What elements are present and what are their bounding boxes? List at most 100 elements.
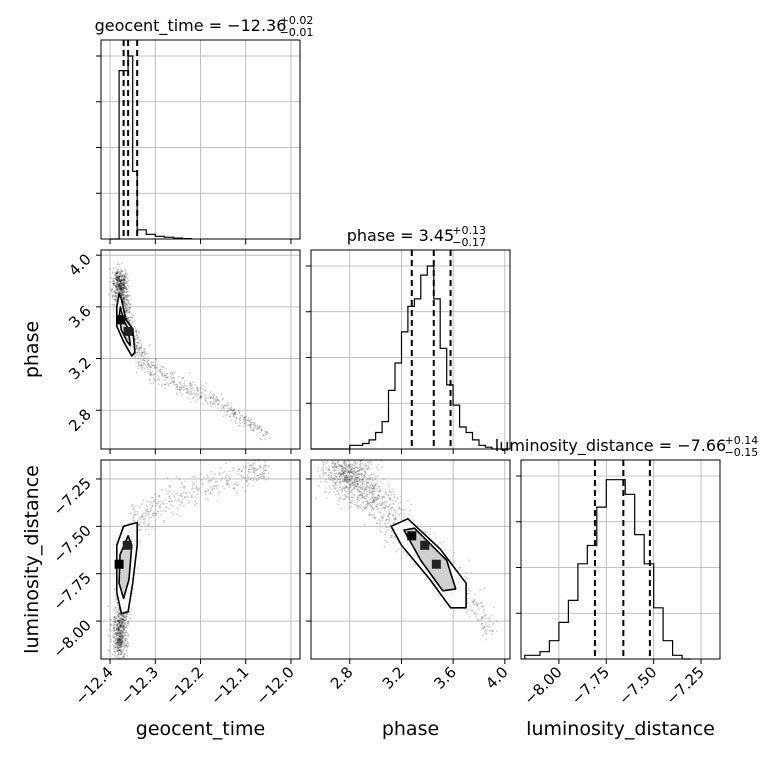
scatter-point xyxy=(124,286,126,288)
scatter-point xyxy=(242,465,245,468)
scatter-point xyxy=(375,504,378,507)
scatter-point xyxy=(123,293,126,295)
scatter-point xyxy=(354,483,357,486)
scatter-point xyxy=(342,473,344,475)
scatter-point xyxy=(119,285,122,288)
scatter-point xyxy=(222,485,224,488)
scatter-point xyxy=(117,285,120,287)
scatter-point xyxy=(397,513,399,516)
scatter-point xyxy=(262,466,265,469)
scatter-point xyxy=(116,286,118,289)
scatter-point xyxy=(119,631,121,634)
scatter-point xyxy=(153,514,156,517)
scatter-point xyxy=(414,563,417,566)
scatter-point xyxy=(136,335,139,337)
scatter-point xyxy=(346,478,349,481)
scatter-point xyxy=(321,474,324,477)
scatter-point xyxy=(174,492,177,495)
scatter-point xyxy=(117,287,120,289)
scatter-point xyxy=(113,284,116,286)
scatter-point xyxy=(143,515,146,518)
scatter-point xyxy=(238,421,240,424)
scatter-point xyxy=(119,268,122,271)
scatter-point xyxy=(336,461,339,463)
scatter-point xyxy=(343,472,345,475)
scatter-point xyxy=(115,299,118,302)
scatter-point xyxy=(354,463,357,465)
scatter-point xyxy=(264,460,266,463)
scatter-point xyxy=(118,615,120,618)
scatter-point xyxy=(125,290,128,293)
scatter-point xyxy=(374,496,376,499)
scatter-point xyxy=(152,361,155,364)
scatter-point xyxy=(117,636,119,639)
scatter-point xyxy=(383,478,385,481)
scatter-point xyxy=(361,494,364,497)
scatter-point xyxy=(367,502,370,505)
scatter-point xyxy=(113,588,116,590)
scatter-point xyxy=(327,451,329,453)
scatter-point xyxy=(119,625,122,627)
scatter-point xyxy=(391,499,394,501)
scatter-point xyxy=(319,474,321,477)
scatter-point xyxy=(353,467,355,469)
scatter-point xyxy=(120,282,123,285)
scatter-point xyxy=(331,462,334,465)
scatter-point xyxy=(114,656,117,659)
scatter-point xyxy=(481,606,483,608)
scatter-point xyxy=(112,634,115,636)
scatter-point xyxy=(126,309,128,312)
scatter-point xyxy=(119,286,121,289)
scatter-point xyxy=(257,477,260,480)
scatter-point xyxy=(345,485,348,488)
scatter-point xyxy=(347,474,349,476)
scatter-point xyxy=(118,286,120,289)
scatter-point xyxy=(341,465,343,468)
scatter-point xyxy=(390,509,393,512)
scatter-point xyxy=(118,637,121,640)
scatter-point xyxy=(113,654,116,656)
scatter-point xyxy=(388,512,391,515)
scatter-point xyxy=(348,464,351,466)
scatter-point xyxy=(123,653,126,656)
scatter-point xyxy=(115,644,118,646)
scatter-point xyxy=(344,462,346,465)
scatter-point xyxy=(117,277,119,279)
scatter-point xyxy=(256,433,259,435)
scatter-point xyxy=(233,412,236,415)
scatter-point xyxy=(118,649,121,652)
scatter-point xyxy=(350,458,352,460)
scatter-point xyxy=(378,485,381,488)
scatter-point xyxy=(194,383,197,386)
scatter-point xyxy=(122,626,125,629)
scatter-point xyxy=(257,474,259,476)
scatter-point xyxy=(118,640,120,642)
scatter-point xyxy=(148,511,150,513)
scatter-point xyxy=(361,481,364,483)
scatter-point xyxy=(126,282,128,284)
scatter-point xyxy=(178,381,181,383)
scatter-point xyxy=(340,474,342,476)
scatter-point xyxy=(121,645,123,648)
scatter-point xyxy=(183,505,185,507)
scatter-point xyxy=(239,417,242,419)
scatter-point xyxy=(229,415,232,418)
scatter-point xyxy=(213,394,216,397)
scatter-point xyxy=(138,505,141,508)
scatter-point xyxy=(342,472,345,474)
scatter-point xyxy=(168,496,170,498)
scatter-point xyxy=(397,497,399,500)
scatter-point xyxy=(120,652,123,655)
scatter-point xyxy=(116,277,119,280)
scatter-point xyxy=(182,377,185,379)
scatter-point xyxy=(119,291,122,294)
scatter-point xyxy=(388,519,391,522)
scatter-point xyxy=(121,279,124,282)
scatter-point xyxy=(163,383,166,386)
scatter-point xyxy=(350,456,352,458)
scatter-point xyxy=(234,413,236,416)
scatter-point xyxy=(121,623,123,626)
scatter-point xyxy=(124,278,126,280)
scatter-point xyxy=(149,374,152,377)
scatter-point xyxy=(380,504,382,507)
